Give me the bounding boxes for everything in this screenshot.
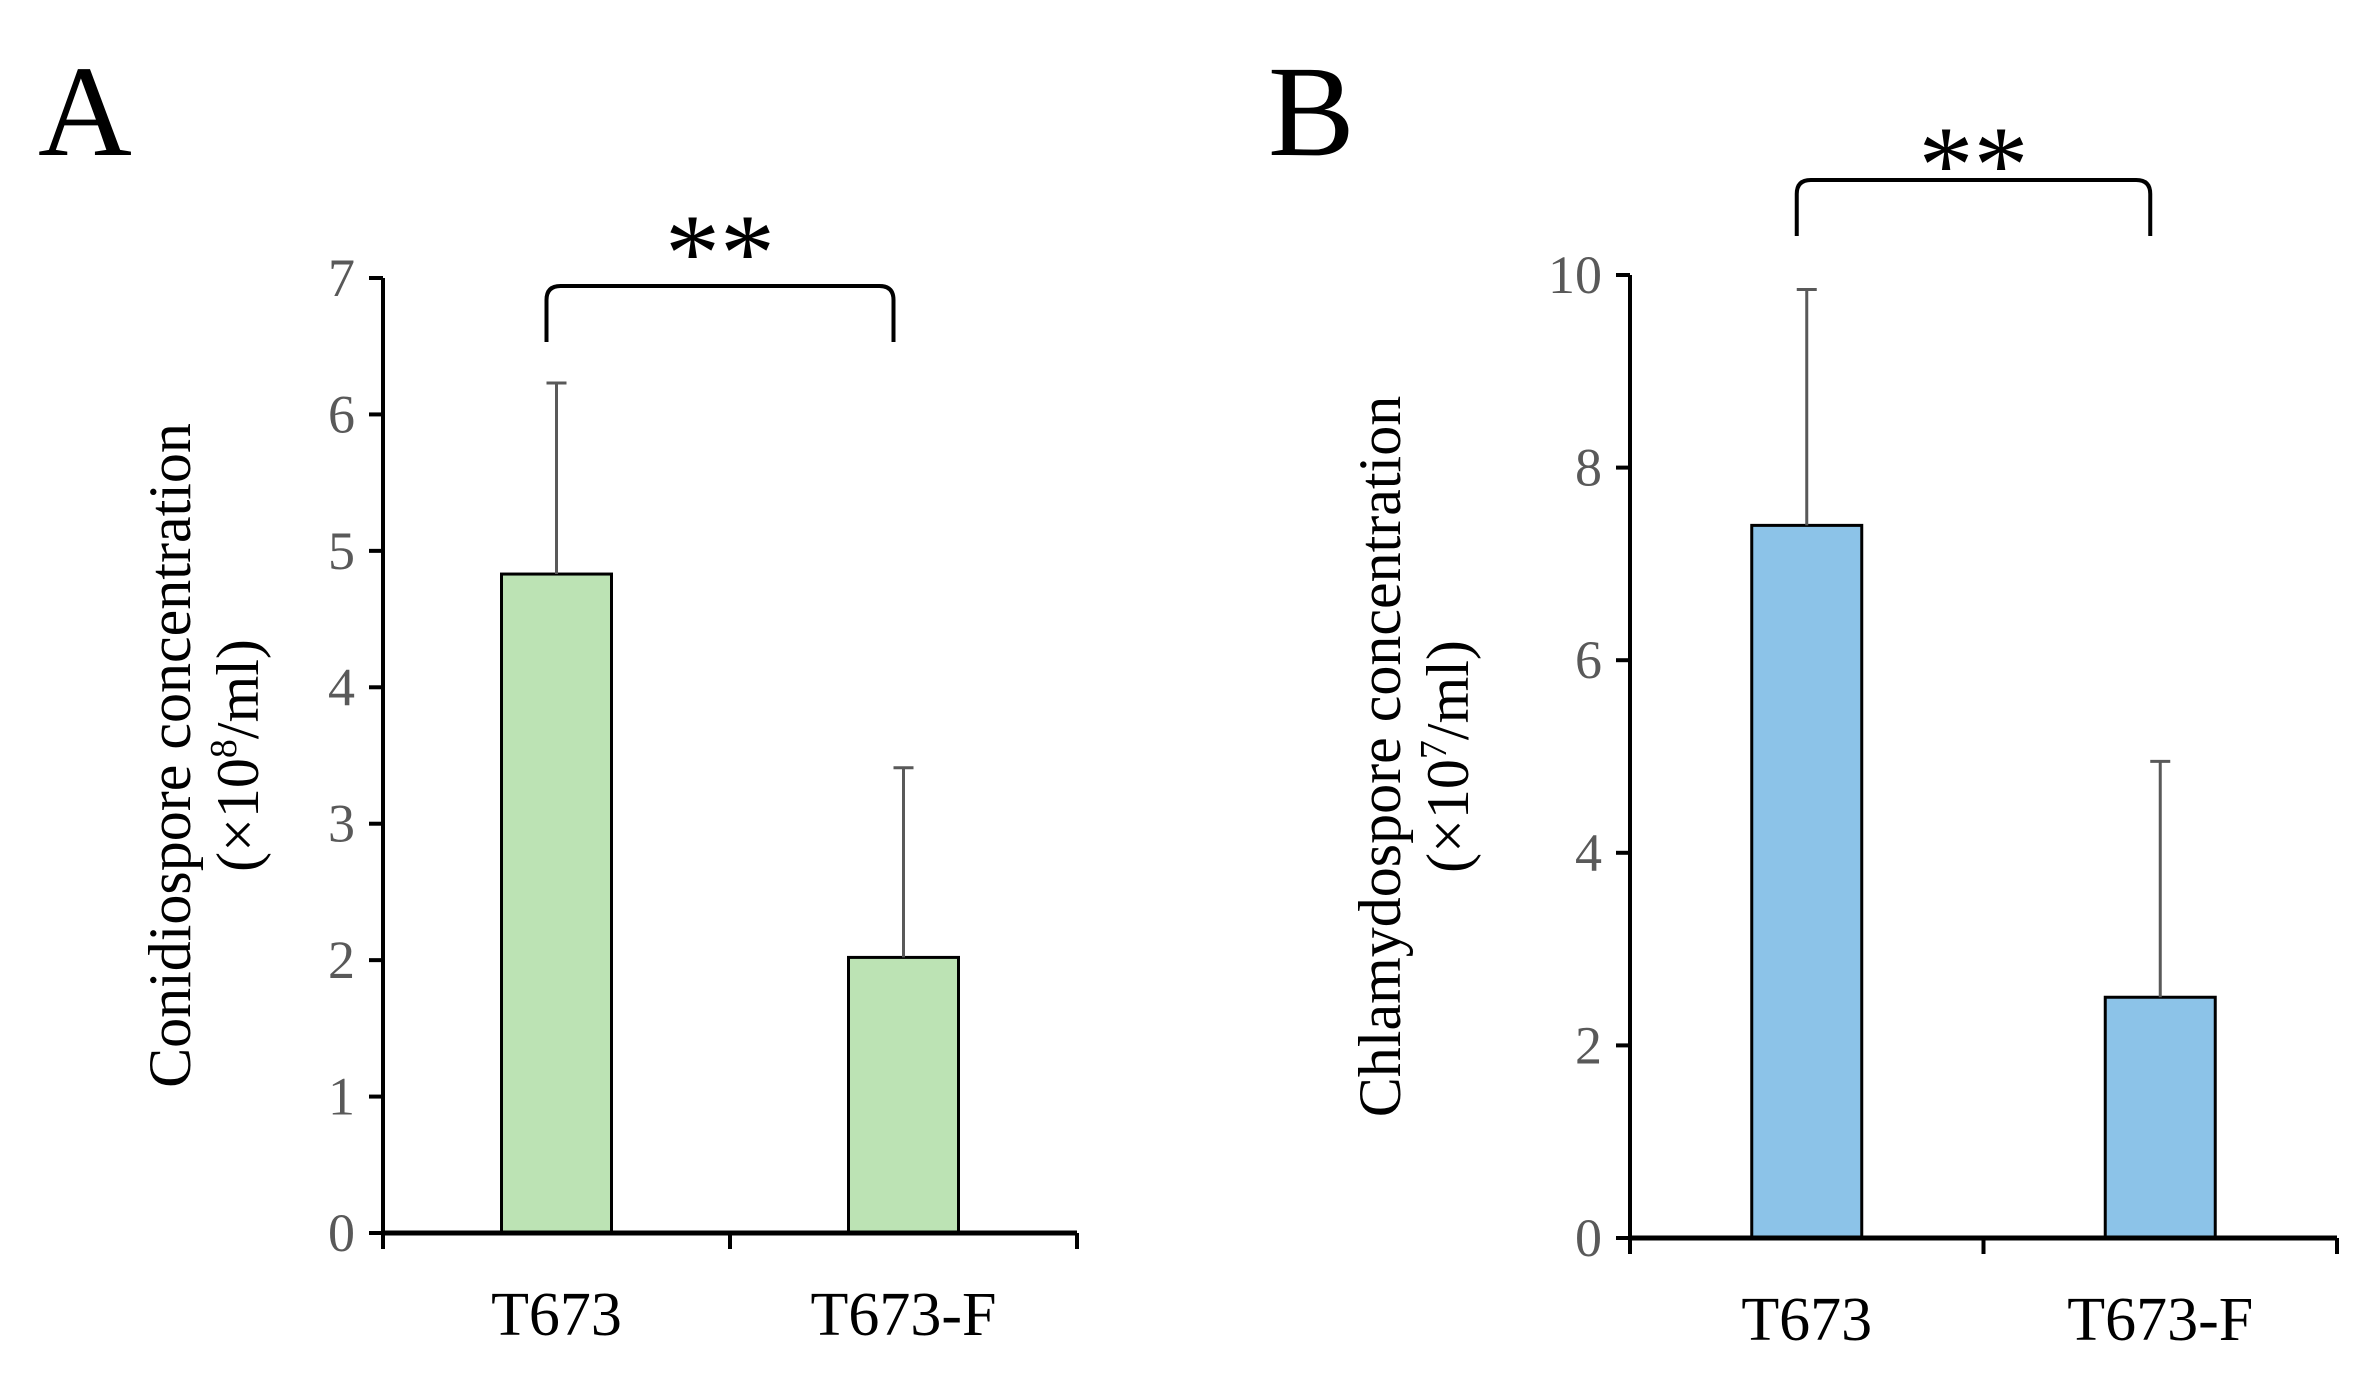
bar-t673: [500, 572, 613, 1235]
y-axis-unit-suffix: /ml): [1415, 640, 1481, 740]
y-tick-label-0: 0: [1575, 1208, 1602, 1268]
significance-marker: **: [1919, 104, 2029, 226]
panel-b-letter: B: [1268, 40, 1355, 184]
panel-a: A 0 1 2 3 4 5 6 7 T673 T673-F Conidiospore concent…: [38, 40, 1079, 1349]
y-tick-label-2: 2: [1575, 1015, 1602, 1075]
y-axis-unit-exponent: 8: [203, 739, 245, 758]
significance-marker: **: [665, 192, 775, 314]
y-tick-label-2: 2: [328, 930, 355, 990]
y-tick-label-4: 4: [1575, 823, 1602, 883]
y-axis-unit-prefix: (×10: [1415, 759, 1481, 873]
y-tick-label-10: 10: [1548, 245, 1602, 305]
x-tick-label-t673-f: T673-F: [2067, 1286, 2253, 1354]
y-axis-unit-exponent: 7: [1413, 740, 1455, 759]
y-axis-unit: (×108/ml): [203, 639, 271, 872]
significance-bracket: [544, 284, 896, 342]
bar-t673-f: [847, 955, 960, 1235]
significance-bracket: [1794, 178, 2153, 236]
bar-t673: [1750, 523, 1864, 1240]
x-tick-label-t673-f: T673-F: [811, 1281, 997, 1349]
y-tick-label-0: 0: [328, 1203, 355, 1263]
bar-t673-f: [2103, 995, 2217, 1240]
panel-b: B 0 2 4 6 8 10 T673 T673-F Chlamydospore concent…: [1268, 40, 2339, 1354]
y-tick-label-6: 6: [1575, 630, 1602, 690]
panel-a-letter: A: [38, 40, 132, 184]
y-axis-label: Chlamydospore concentration: [1347, 396, 1413, 1117]
y-tick-label-4: 4: [328, 657, 355, 717]
y-tick-label-8: 8: [1575, 438, 1602, 498]
y-axis-unit: (×107/ml): [1413, 640, 1481, 873]
y-tick-label-1: 1: [328, 1067, 355, 1127]
x-tick-label-t673: T673: [1741, 1286, 1872, 1354]
y-tick-label-6: 6: [328, 384, 355, 444]
y-axis-unit-prefix: (×10: [205, 758, 271, 872]
y-axis-label: Conidiospore concentration: [137, 423, 203, 1088]
x-tick-label-t673: T673: [491, 1281, 622, 1349]
y-tick-label-3: 3: [328, 794, 355, 854]
y-tick-label-7: 7: [328, 248, 355, 308]
y-tick-label-5: 5: [328, 521, 355, 581]
y-axis-unit-suffix: /ml): [205, 639, 271, 739]
